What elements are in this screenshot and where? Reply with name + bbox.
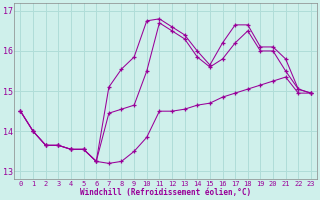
X-axis label: Windchill (Refroidissement éolien,°C): Windchill (Refroidissement éolien,°C) bbox=[80, 188, 251, 197]
